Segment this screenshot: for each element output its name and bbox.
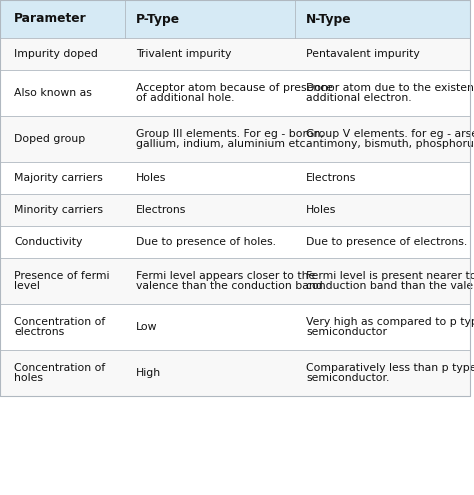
Text: Also known as: Also known as bbox=[14, 88, 92, 98]
Bar bbox=[0, 0, 470, 396]
Text: Fermi level appears closer to the: Fermi level appears closer to the bbox=[136, 271, 315, 281]
Bar bbox=[0, 116, 470, 162]
Text: Concentration of: Concentration of bbox=[14, 363, 105, 373]
Text: Electrons: Electrons bbox=[136, 205, 186, 215]
Text: Electrons: Electrons bbox=[306, 173, 356, 183]
Text: Acceptor atom because of presence: Acceptor atom because of presence bbox=[136, 83, 333, 93]
Bar bbox=[0, 38, 470, 70]
Text: N-Type: N-Type bbox=[306, 12, 352, 26]
Bar bbox=[0, 194, 470, 226]
Bar bbox=[0, 226, 470, 258]
Text: holes: holes bbox=[14, 373, 43, 383]
Text: level: level bbox=[14, 281, 40, 291]
Text: Doped group: Doped group bbox=[14, 134, 85, 144]
Text: Pentavalent impurity: Pentavalent impurity bbox=[306, 49, 420, 59]
Text: Minority carriers: Minority carriers bbox=[14, 205, 103, 215]
Bar bbox=[0, 162, 470, 194]
Text: Conductivity: Conductivity bbox=[14, 237, 82, 247]
Text: Low: Low bbox=[136, 322, 157, 332]
Text: Group III elements. For eg - boron,: Group III elements. For eg - boron, bbox=[136, 129, 324, 139]
Text: High: High bbox=[136, 368, 161, 378]
Text: Holes: Holes bbox=[136, 173, 166, 183]
Text: Group V elements. for eg - arsenic,: Group V elements. for eg - arsenic, bbox=[306, 129, 474, 139]
Text: Comparatively less than p type: Comparatively less than p type bbox=[306, 363, 474, 373]
Bar bbox=[0, 258, 470, 304]
Text: additional electron.: additional electron. bbox=[306, 93, 411, 103]
Text: gallium, indium, aluminium etc.: gallium, indium, aluminium etc. bbox=[136, 139, 309, 149]
Text: Very high as compared to p type: Very high as compared to p type bbox=[306, 317, 474, 327]
Text: Parameter: Parameter bbox=[14, 12, 87, 26]
Text: Concentration of: Concentration of bbox=[14, 317, 105, 327]
Text: Presence of fermi: Presence of fermi bbox=[14, 271, 109, 281]
Text: antimony, bismuth, phosphorus etc.: antimony, bismuth, phosphorus etc. bbox=[306, 139, 474, 149]
Text: semiconductor.: semiconductor. bbox=[306, 373, 389, 383]
Text: Fermi level is present nearer to the: Fermi level is present nearer to the bbox=[306, 271, 474, 281]
Text: semiconductor: semiconductor bbox=[306, 327, 387, 337]
Text: of additional hole.: of additional hole. bbox=[136, 93, 235, 103]
Text: Majority carriers: Majority carriers bbox=[14, 173, 103, 183]
Text: Holes: Holes bbox=[306, 205, 337, 215]
Text: Impurity doped: Impurity doped bbox=[14, 49, 98, 59]
Bar bbox=[0, 0, 470, 38]
Text: Due to presence of holes.: Due to presence of holes. bbox=[136, 237, 276, 247]
Bar bbox=[0, 350, 470, 396]
Text: Trivalent impurity: Trivalent impurity bbox=[136, 49, 231, 59]
Bar bbox=[0, 70, 470, 116]
Bar bbox=[0, 304, 470, 350]
Text: P-Type: P-Type bbox=[136, 12, 180, 26]
Text: electrons: electrons bbox=[14, 327, 64, 337]
Text: Donor atom due to the existence of: Donor atom due to the existence of bbox=[306, 83, 474, 93]
Text: valence than the conduction band.: valence than the conduction band. bbox=[136, 281, 326, 291]
Text: conduction band than the valence ba...: conduction band than the valence ba... bbox=[306, 281, 474, 291]
Text: Due to presence of electrons.: Due to presence of electrons. bbox=[306, 237, 467, 247]
